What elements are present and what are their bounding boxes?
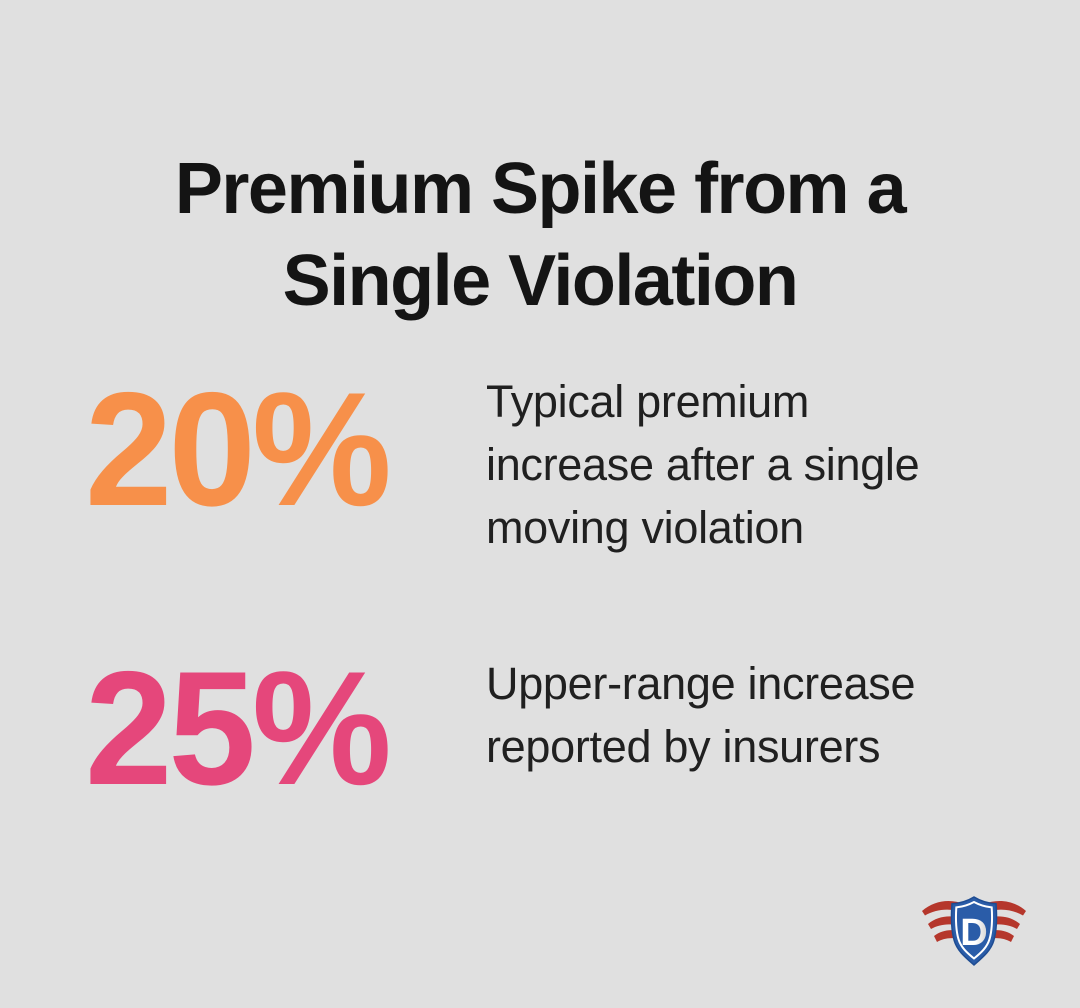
stat-description-line: increase after a single [486, 439, 920, 490]
brand-logo: D [920, 894, 1028, 970]
shield-wings-logo-icon: D [922, 896, 1026, 967]
stat-value-typical-increase: 20% [85, 359, 392, 540]
stat-description-line: reported by insurers [486, 721, 881, 772]
logo-letter-d: D [960, 912, 987, 954]
stat-description-upper-range-increase: Upper-range increase reported by insurer… [486, 652, 916, 778]
stat-value-upper-range-increase: 25% [85, 638, 392, 819]
stat-description-line: moving violation [486, 502, 804, 553]
page-title-line-1: Premium Spike from a [174, 149, 907, 230]
stat-description-typical-increase: Typical premium increase after a single … [486, 370, 920, 559]
stat-description-line: Typical premium [486, 376, 810, 427]
stat-description-line: Upper-range increase [486, 658, 916, 709]
page-title: Premium Spike from a Single Violation [0, 143, 1080, 327]
page-title-line-2: Single Violation [282, 241, 799, 322]
shield-inner-ring [955, 900, 993, 960]
